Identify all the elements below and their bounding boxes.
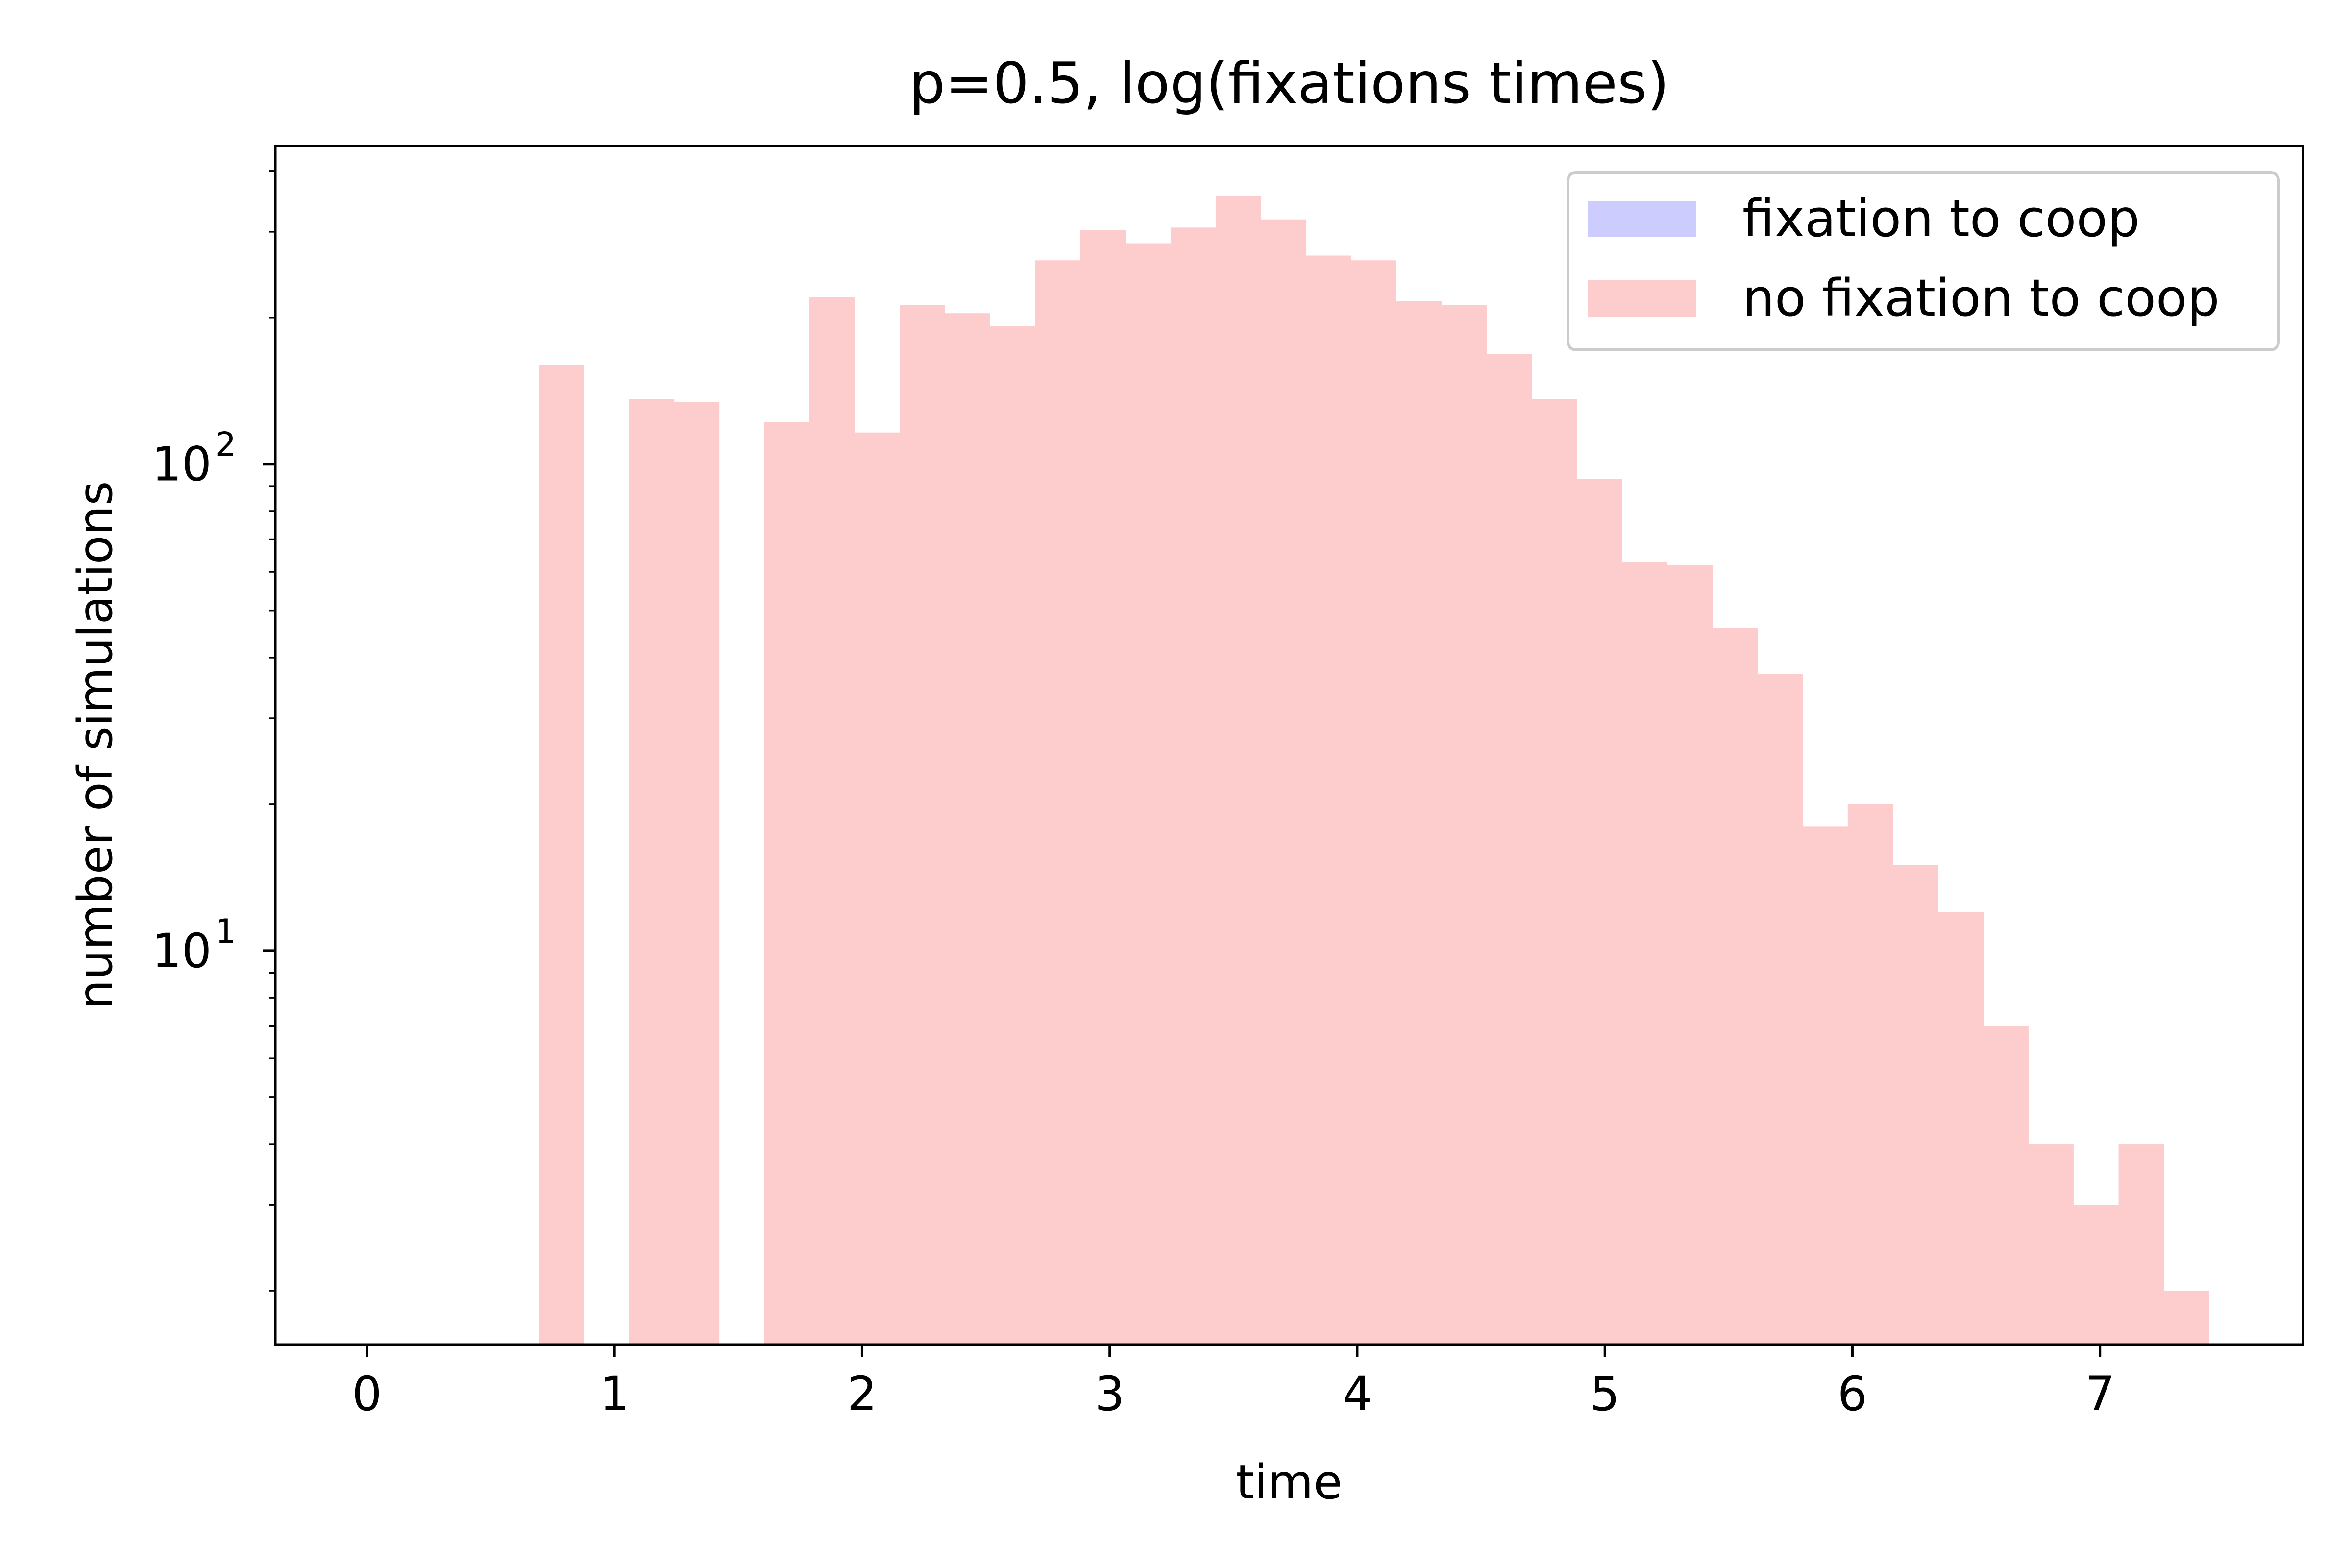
bar-series1-bin9	[945, 313, 990, 1345]
x-tick-label: 2	[847, 1367, 877, 1421]
bar-series1-bin3	[674, 402, 720, 1345]
y-axis-label: number of simulations	[68, 481, 123, 1010]
x-axis-label: time	[1236, 1455, 1343, 1510]
bar-series1-bin32	[1983, 1026, 2029, 1345]
bar-series1-bin24	[1622, 562, 1667, 1345]
bar-series1-bin16	[1261, 219, 1307, 1345]
bar-series1-bin5	[764, 421, 810, 1345]
bar-series1-bin12	[1080, 230, 1126, 1345]
bar-series1-bin28	[1802, 826, 1848, 1345]
bar-series1-bin36	[2163, 1291, 2209, 1345]
histogram-bars	[539, 196, 2209, 1345]
bar-series1-bin6	[809, 297, 855, 1345]
bar-series1-bin22	[1532, 399, 1577, 1345]
bar-series1-bin33	[2028, 1144, 2074, 1345]
bar-series1-bin14	[1170, 227, 1216, 1345]
x-tick-label: 6	[1838, 1367, 1867, 1421]
bar-series1-bin23	[1577, 479, 1622, 1345]
x-tick-label: 1	[600, 1367, 630, 1421]
legend-swatch-no-fixation	[1588, 280, 1696, 317]
bar-series1-bin27	[1757, 674, 1803, 1345]
x-tick-label: 5	[1590, 1367, 1620, 1421]
legend: fixation to coop no fixation to coop	[1567, 171, 2280, 351]
bar-series1-bin7	[855, 432, 900, 1345]
bar-series1-bin25	[1667, 564, 1713, 1345]
bar-series1-bin18	[1351, 260, 1397, 1345]
y-tick-label-exponent: 1	[215, 912, 236, 951]
bar-series1-bin15	[1215, 196, 1261, 1345]
bar-series1-bin30	[1892, 864, 1938, 1345]
legend-box	[1567, 171, 2280, 351]
y-tick-label-base: 10	[152, 924, 212, 979]
bar-series1-bin19	[1396, 301, 1442, 1345]
bar-series1-bin31	[1938, 912, 1984, 1345]
bar-series1-bin21	[1486, 354, 1532, 1345]
bar-series1-bin29	[1847, 804, 1893, 1345]
bar-series1-bin34	[2073, 1205, 2119, 1345]
y-tick-label-base: 10	[152, 437, 212, 492]
plot-frame	[274, 145, 2304, 1346]
bar-series1-bin10	[990, 326, 1036, 1345]
bar-series1-bin13	[1126, 243, 1171, 1345]
legend-label-fixation: fixation to coop	[1742, 189, 2140, 248]
legend-swatch-fixation	[1588, 201, 1696, 237]
bar-series1-bin26	[1712, 628, 1758, 1345]
x-tick-label: 7	[2085, 1367, 2115, 1421]
y-tick-label-exponent: 2	[215, 426, 236, 465]
bar-series1-bin17	[1306, 255, 1352, 1345]
chart-title: p=0.5, log(fixations times)	[909, 50, 1669, 117]
x-tick-label: 0	[352, 1367, 382, 1421]
x-axis-ticks: 0 1 2 3 4 5 6 7	[352, 1345, 2115, 1421]
bar-series1-bin35	[2118, 1144, 2164, 1345]
x-tick-label: 4	[1342, 1367, 1372, 1421]
bar-series1-bin0	[539, 365, 584, 1345]
bar-series1-bin2	[629, 399, 675, 1345]
bar-series1-bin11	[1035, 260, 1081, 1345]
x-tick-label: 3	[1095, 1367, 1125, 1421]
legend-label-no-fixation: no fixation to coop	[1742, 268, 2220, 328]
bar-series1-bin8	[900, 305, 945, 1345]
bar-series1-bin20	[1441, 305, 1487, 1345]
